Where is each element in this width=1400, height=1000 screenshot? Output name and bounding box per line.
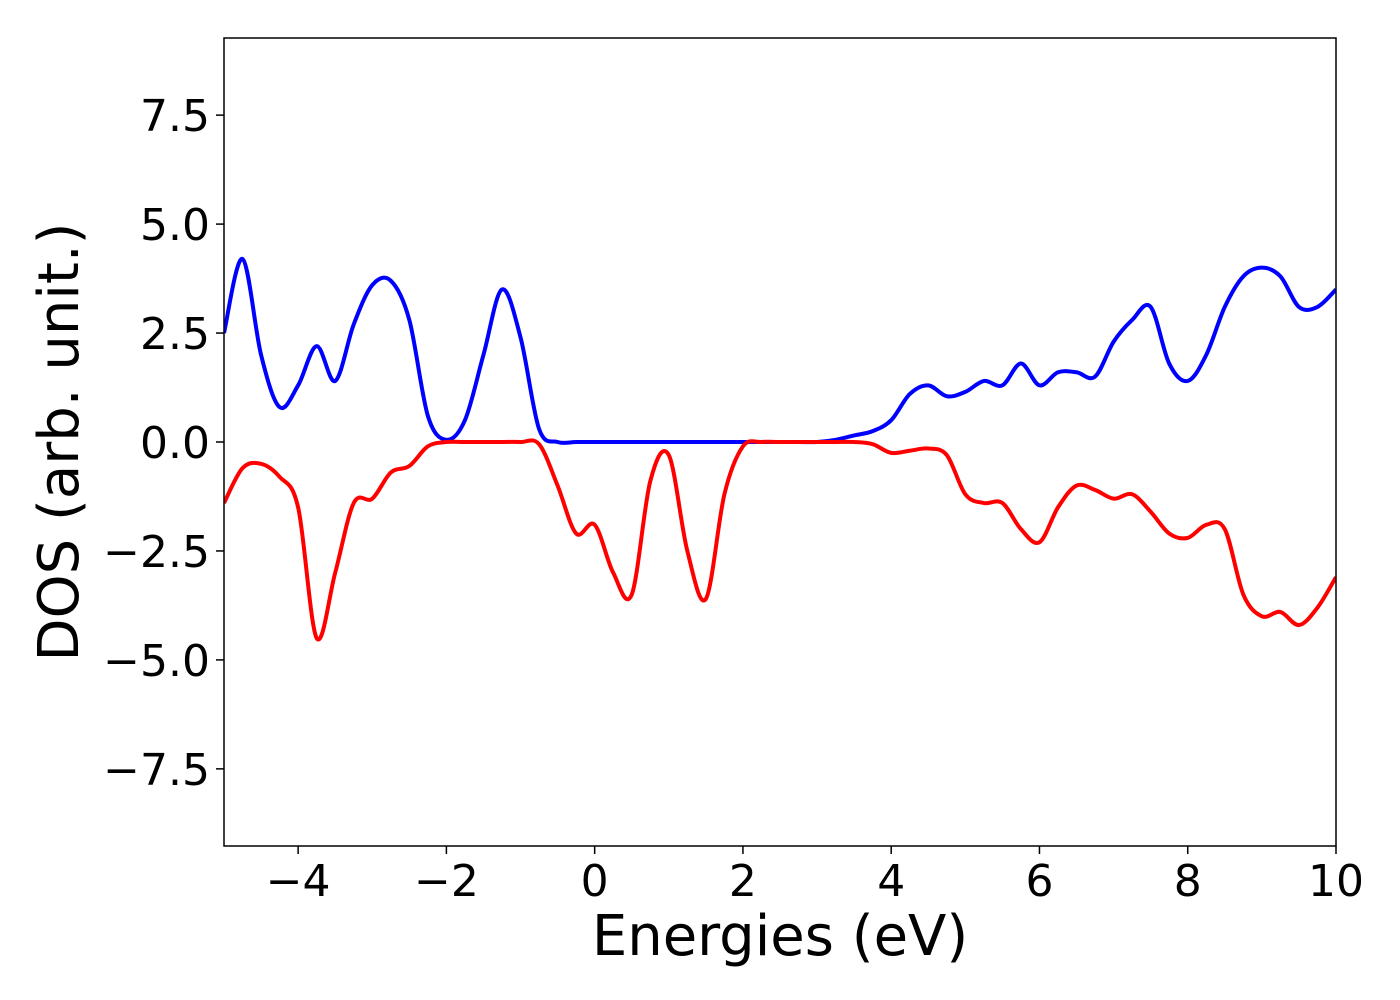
line-series — [224, 256, 1336, 445]
line-series — [224, 438, 1336, 642]
y-tick-label: −5.0 — [103, 636, 210, 687]
x-tick-label: 10 — [1308, 856, 1364, 907]
y-tick-label: −2.5 — [103, 527, 210, 578]
x-tick-label: 8 — [1174, 856, 1202, 907]
x-tick-label: −4 — [266, 856, 331, 907]
y-tick-label: 7.5 — [140, 91, 210, 142]
y-tick-label: 0.0 — [140, 418, 210, 469]
y-tick-label: 2.5 — [140, 309, 210, 360]
y-tick-label: −7.5 — [103, 745, 210, 796]
x-tick-label: 4 — [877, 856, 905, 907]
y-tick-label: 5.0 — [140, 200, 210, 251]
x-tick-label: 2 — [729, 856, 757, 907]
y-axis-label: DOS (arb. unit.) — [27, 222, 92, 661]
plot-frame — [223, 37, 1337, 847]
x-tick-label: −2 — [414, 856, 479, 907]
x-tick-label: 0 — [581, 856, 609, 907]
x-tick-label: 6 — [1025, 856, 1053, 907]
x-axis-label: Energies (eV) — [592, 904, 968, 969]
